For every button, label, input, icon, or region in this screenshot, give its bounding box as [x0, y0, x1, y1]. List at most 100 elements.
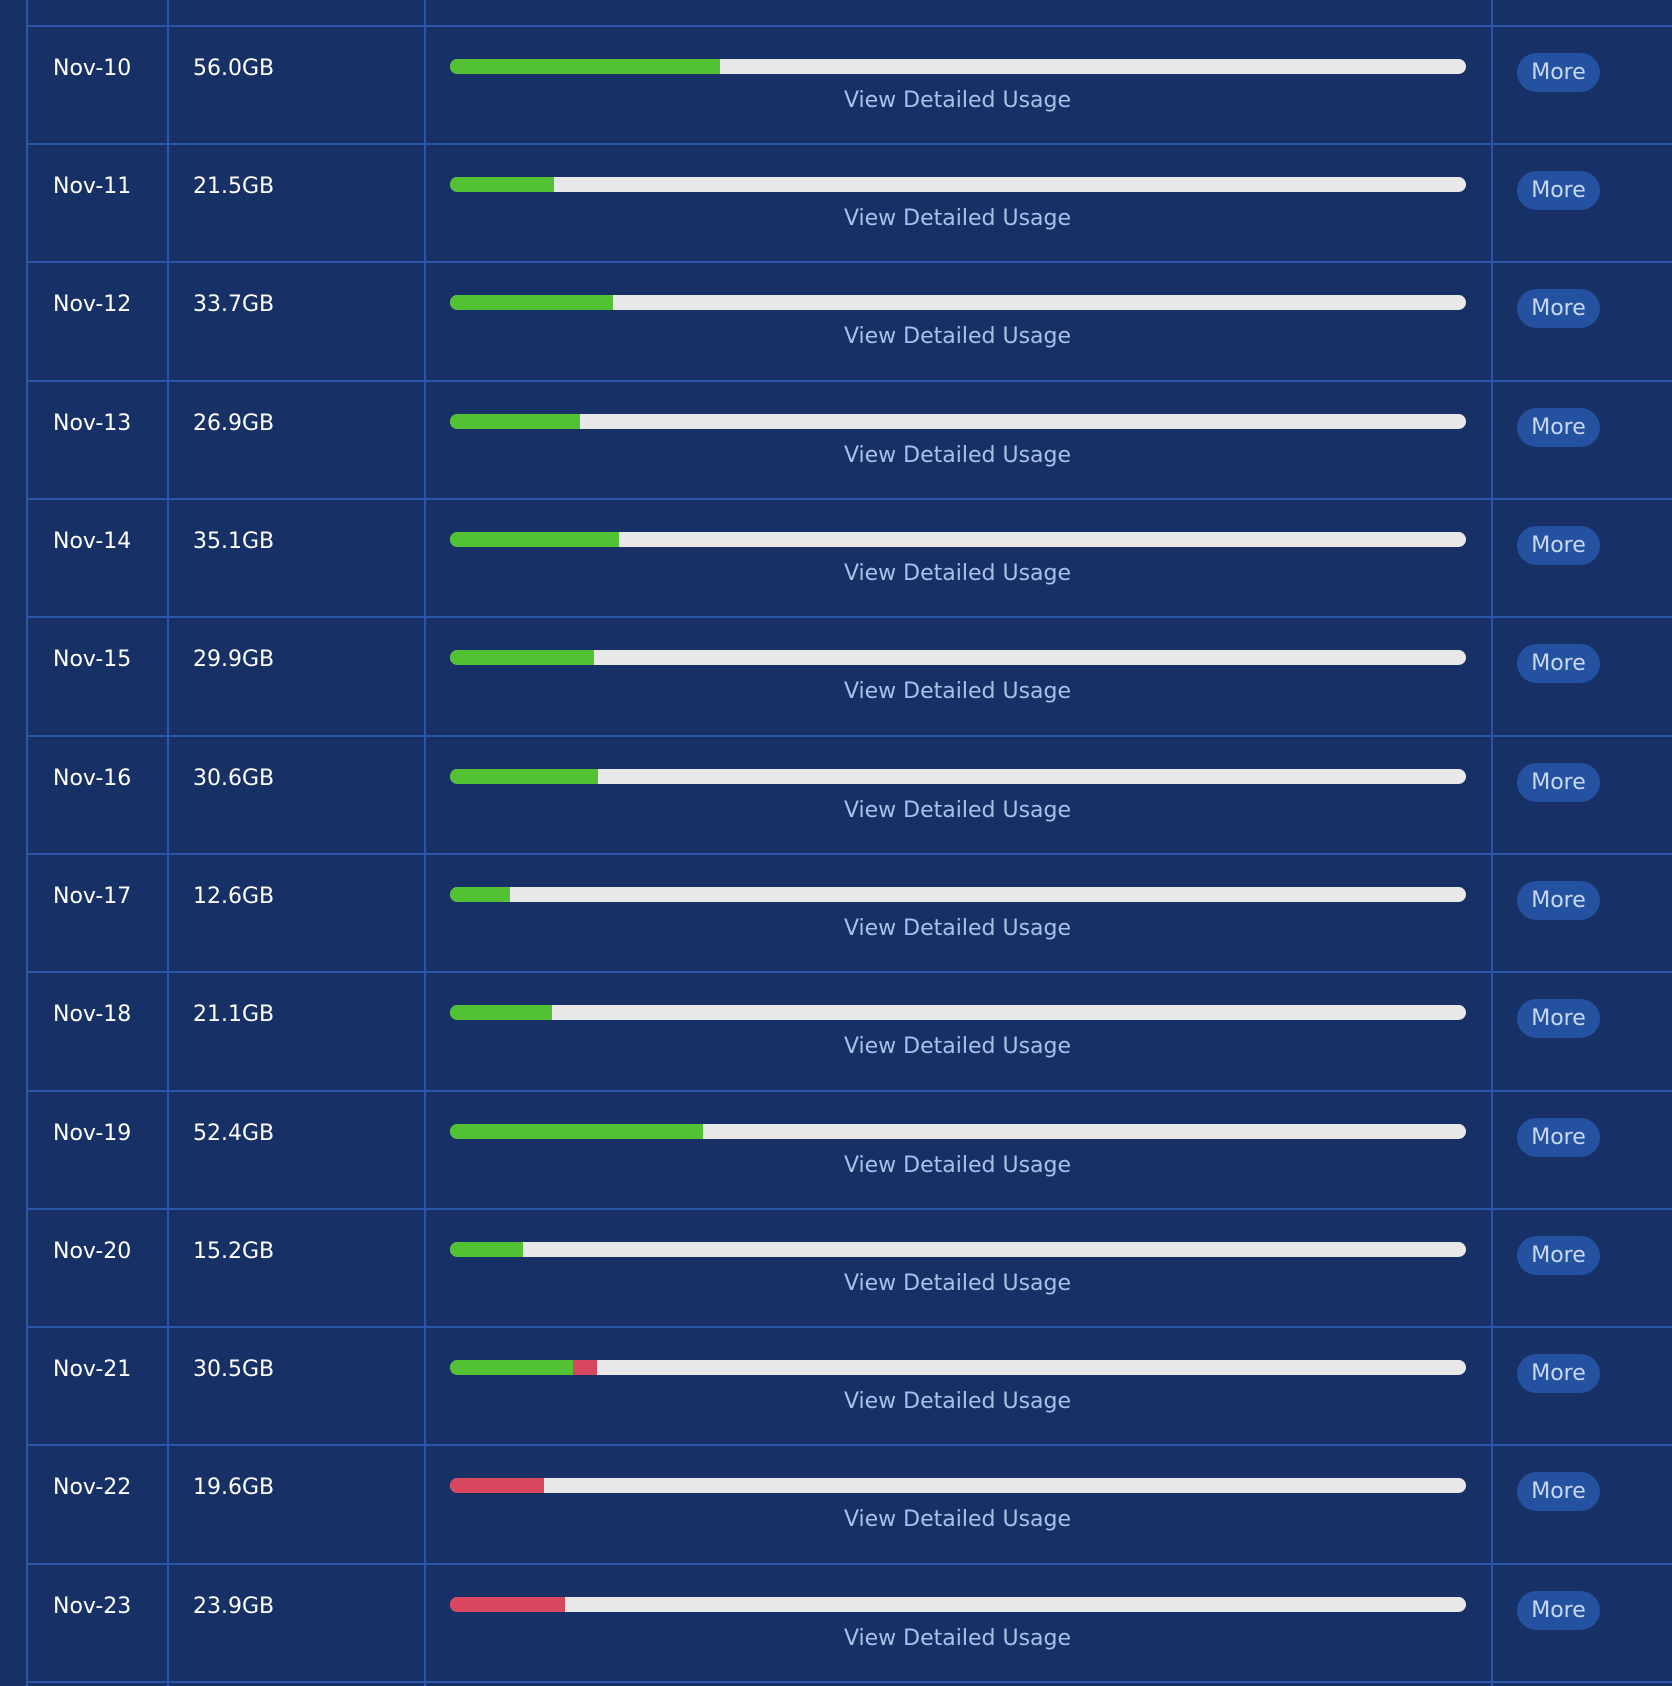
usage-amount: 52.4GB — [193, 1120, 275, 1146]
view-detailed-usage-link[interactable]: View Detailed Usage — [843, 1034, 1072, 1060]
view-detailed-usage-link[interactable]: View Detailed Usage — [843, 1152, 1072, 1178]
usage-amount: 12.6GB — [193, 883, 275, 909]
usage-bar-track — [449, 1005, 1466, 1021]
more-button[interactable]: More — [1517, 289, 1600, 329]
usage-bar-track — [449, 1478, 1466, 1494]
row-border — [27, 616, 1672, 619]
usage-amount: 30.6GB — [193, 765, 275, 791]
usage-bar-segment — [449, 58, 721, 74]
view-detailed-usage-link[interactable]: View Detailed Usage — [843, 87, 1072, 113]
row-border — [27, 734, 1672, 737]
usage-bar-segment — [449, 1478, 545, 1494]
column-border — [424, 0, 426, 1686]
date: Nov-14 — [53, 529, 132, 554]
row-border — [27, 1562, 1672, 1565]
row-border — [27, 1444, 1672, 1447]
more-button[interactable]: More — [1517, 644, 1600, 684]
date: Nov-19 — [53, 1120, 132, 1146]
column-border — [167, 0, 169, 1686]
date: Nov-18 — [53, 1002, 132, 1028]
row-border — [27, 143, 1672, 146]
usage-amount: 33.7GB — [193, 292, 275, 318]
usage-bar-segment — [449, 532, 620, 547]
usage-bar-segment — [449, 1360, 574, 1376]
usage-amount: 23.9GB — [193, 1593, 275, 1619]
more-button[interactable]: More — [1517, 52, 1600, 92]
usage-amount: 56.0GB — [193, 55, 275, 81]
usage-bar-segment — [449, 1241, 524, 1257]
usage-amount: 19.6GB — [193, 1475, 275, 1501]
usage-bar-track — [449, 532, 1466, 547]
row-border — [27, 261, 1672, 264]
view-detailed-usage-link[interactable]: View Detailed Usage — [843, 915, 1072, 941]
row-border — [27, 1326, 1672, 1329]
date: Nov-15 — [53, 647, 132, 673]
row-border — [27, 852, 1672, 855]
usage-amount: 30.5GB — [193, 1357, 275, 1383]
usage-bar-track — [449, 177, 1466, 193]
date: Nov-20 — [53, 1238, 132, 1264]
view-detailed-usage-link[interactable]: View Detailed Usage — [843, 1389, 1072, 1415]
date: Nov-12 — [53, 292, 132, 318]
more-button[interactable]: More — [1517, 171, 1600, 211]
usage-amount: 26.9GB — [193, 410, 275, 436]
column-border — [26, 0, 28, 1686]
usage-bar-segment — [573, 1360, 598, 1376]
more-button[interactable]: More — [1517, 407, 1600, 447]
usage-bar-track — [449, 1123, 1466, 1139]
date: Nov-11 — [53, 174, 132, 200]
date: Nov-16 — [53, 765, 132, 791]
usage-bar-track — [449, 413, 1466, 429]
usage-bar-segment — [449, 1596, 566, 1612]
date: Nov-22 — [53, 1475, 132, 1501]
usage-amount: 21.1GB — [193, 1002, 275, 1028]
more-button[interactable]: More — [1517, 1472, 1600, 1512]
usage-bar-segment — [449, 650, 595, 666]
more-button[interactable]: More — [1517, 1235, 1600, 1275]
view-detailed-usage-link[interactable]: View Detailed Usage — [843, 1625, 1072, 1651]
usage-bar-segment — [449, 1123, 704, 1139]
row-border — [27, 1207, 1672, 1210]
usage-bar-segment — [449, 1005, 552, 1021]
column-border — [1491, 0, 1493, 1686]
view-detailed-usage-link[interactable]: View Detailed Usage — [843, 324, 1072, 350]
usage-bar-track — [449, 886, 1466, 902]
usage-bar-track — [449, 1360, 1466, 1376]
usage-amount: 21.5GB — [193, 174, 275, 200]
usage-bar-segment — [449, 295, 613, 311]
more-button[interactable]: More — [1517, 880, 1600, 920]
more-button[interactable]: More — [1517, 1354, 1600, 1394]
view-detailed-usage-link[interactable]: View Detailed Usage — [843, 206, 1072, 232]
date: Nov-10 — [53, 55, 132, 81]
more-button[interactable]: More — [1517, 762, 1600, 802]
usage-bar-track — [449, 650, 1466, 666]
usage-bar-track — [449, 1596, 1466, 1612]
date: Nov-23 — [53, 1593, 132, 1619]
row-border — [27, 1681, 1672, 1683]
view-detailed-usage-link[interactable]: View Detailed Usage — [843, 442, 1072, 468]
more-button[interactable]: More — [1517, 526, 1600, 565]
view-detailed-usage-link[interactable]: View Detailed Usage — [843, 561, 1072, 586]
usage-bar-segment — [449, 413, 580, 429]
date: Nov-21 — [53, 1357, 132, 1383]
usage-bar-track — [449, 58, 1466, 74]
view-detailed-usage-link[interactable]: View Detailed Usage — [843, 1270, 1072, 1296]
more-button[interactable]: More — [1517, 1117, 1600, 1157]
view-detailed-usage-link[interactable]: View Detailed Usage — [843, 679, 1072, 705]
row-border — [27, 498, 1672, 500]
row-border — [27, 1089, 1672, 1092]
usage-bar-segment — [449, 768, 598, 784]
more-button[interactable]: More — [1517, 1590, 1600, 1630]
usage-amount: 35.1GB — [193, 529, 275, 554]
view-detailed-usage-link[interactable]: View Detailed Usage — [843, 797, 1072, 823]
usage-amount: 15.2GB — [193, 1238, 275, 1264]
usage-bar-track — [449, 295, 1466, 311]
date: Nov-13 — [53, 410, 132, 436]
view-detailed-usage-link[interactable]: View Detailed Usage — [843, 1507, 1072, 1533]
more-button[interactable]: More — [1517, 999, 1600, 1039]
date: Nov-17 — [53, 883, 132, 909]
usage-bar-track — [449, 768, 1466, 784]
row-border — [27, 379, 1672, 382]
